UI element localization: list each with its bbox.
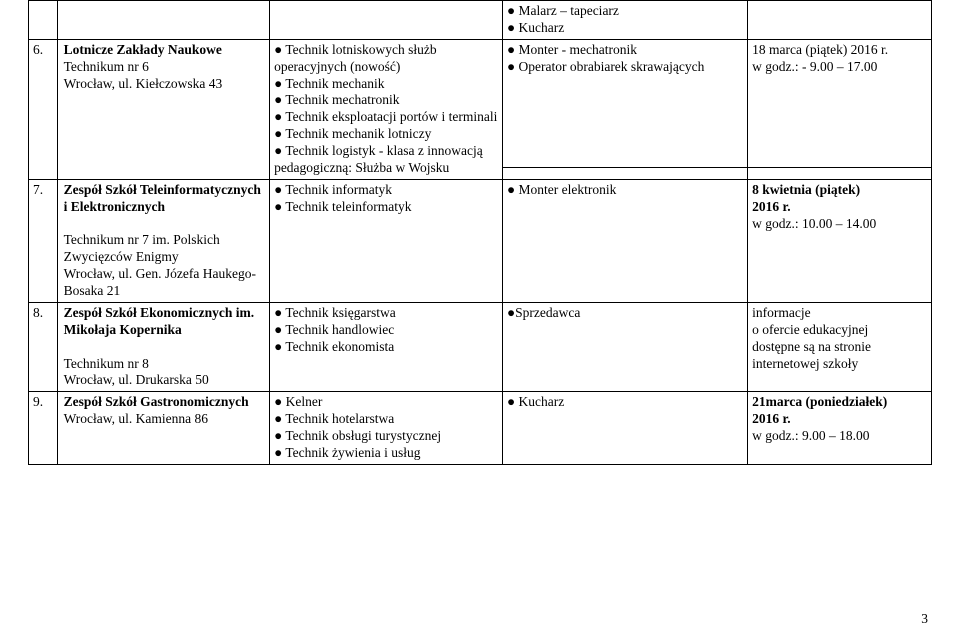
school-line: Technikum nr 6	[64, 59, 149, 74]
school-line: Wrocław, ul. Kamienna 86	[64, 411, 208, 426]
school-name: Lotnicze Zakłady Naukowe	[64, 42, 222, 57]
date-line: dostępne są na stronie	[752, 339, 871, 354]
list-item: Technik mechanik lotniczy	[274, 126, 498, 143]
table-row: 6. Lotnicze Zakłady Naukowe Technikum nr…	[29, 39, 932, 167]
cell-zaw: Monter elektronik	[502, 179, 747, 302]
cell-name: Zespół Szkół Ekonomicznych im. Mikołaja …	[57, 302, 269, 391]
cell-header-zaw: Malarz – tapeciarz Kucharz	[502, 1, 747, 40]
cell-tech: Technik lotniskowych służb operacyjnych …	[270, 39, 503, 179]
page-number: 3	[921, 611, 928, 627]
list-item: Technik lotniskowych służb operacyjnych …	[274, 42, 498, 76]
school-name: Zespół Szkół Teleinformatycznych i Elekt…	[64, 182, 261, 214]
cell-empty	[748, 1, 932, 40]
date-line: 8 kwietnia (piątek)	[752, 182, 860, 197]
list-item: Operator obrabiarek skrawających	[507, 59, 743, 76]
table-row: 9. Zespół Szkół Gastronomicznych Wrocław…	[29, 392, 932, 465]
cell-tech: Technik księgarstwa Technik handlowiec T…	[270, 302, 503, 391]
cell-date-empty	[748, 168, 932, 180]
list-item: Monter elektronik	[507, 182, 743, 199]
cell-date: informacje o ofercie edukacyjnej dostępn…	[748, 302, 932, 391]
cell-name: Lotnicze Zakłady Naukowe Technikum nr 6 …	[57, 39, 269, 167]
list-item: Kelner	[274, 394, 498, 411]
cell-num: 9.	[29, 392, 58, 465]
table-row: 7. Zespół Szkół Teleinformatycznych i El…	[29, 179, 932, 302]
list-item: Monter - mechatronik	[507, 42, 743, 59]
school-line: Wrocław, ul. Gen. Józefa Haukego-Bosaka …	[64, 266, 256, 298]
cell-zaw: Monter - mechatronik Operator obrabiarek…	[502, 39, 747, 167]
list-item: Technik logistyk - klasa z innowacją ped…	[274, 143, 498, 177]
school-line: Wrocław, ul. Drukarska 50	[64, 372, 209, 387]
date-line: 2016 r.	[752, 199, 791, 214]
list-item: Kucharz	[507, 20, 743, 37]
cell-date: 18 marca (piątek) 2016 r. w godz.: - 9.0…	[748, 39, 932, 167]
date-line: 2016 r.	[752, 411, 791, 426]
list-item: Technik teleinformatyk	[274, 199, 498, 216]
list-item: Technik ekonomista	[274, 339, 498, 356]
list-item: Technik informatyk	[274, 182, 498, 199]
date-line: w godz.: - 9.00 – 17.00	[752, 59, 877, 74]
cell-zaw: Kucharz	[502, 392, 747, 465]
list-item: Malarz – tapeciarz	[507, 3, 743, 20]
list-item: Technik księgarstwa	[274, 305, 498, 322]
school-line: Technikum nr 8	[64, 356, 149, 371]
date-line: 18 marca (piątek) 2016 r.	[752, 42, 888, 57]
date-line: internetowej szkoły	[752, 356, 858, 371]
date-line: informacje	[752, 305, 810, 320]
cell-tech: Kelner Technik hotelarstwa Technik obsłu…	[270, 392, 503, 465]
cell-empty	[270, 1, 503, 40]
date-line: 21marca (poniedziałek)	[752, 394, 887, 409]
cell-name: Zespół Szkół Gastronomicznych Wrocław, u…	[57, 392, 269, 465]
school-name: Zespół Szkół Ekonomicznych im. Mikołaja …	[64, 305, 255, 337]
list-item: Kucharz	[507, 394, 743, 411]
main-table: Malarz – tapeciarz Kucharz 6. Lotnicze Z…	[28, 0, 932, 465]
list-item: Technik żywienia i usług	[274, 445, 498, 462]
cell-empty	[29, 1, 58, 40]
cell-name: Zespół Szkół Teleinformatycznych i Elekt…	[57, 179, 269, 302]
list-item: Technik eksploatacji portów i terminali	[274, 109, 498, 126]
list-item: Technik handlowiec	[274, 322, 498, 339]
cell-tech: Technik informatyk Technik teleinformaty…	[270, 179, 503, 302]
cell-num: 8.	[29, 302, 58, 391]
school-name: Zespół Szkół Gastronomicznych	[64, 394, 249, 409]
table-row: 8. Zespół Szkół Ekonomicznych im. Mikoła…	[29, 302, 932, 391]
cell-name	[57, 168, 269, 180]
cell-num: 6.	[29, 39, 58, 179]
cell-num: 7.	[29, 179, 58, 302]
table-row: Malarz – tapeciarz Kucharz	[29, 1, 932, 40]
date-line: o ofercie edukacyjnej	[752, 322, 868, 337]
school-line: Technikum nr 7 im. Polskich Zwycięzców E…	[64, 232, 220, 264]
list-item: ●Sprzedawca	[507, 305, 580, 320]
list-item: Technik hotelarstwa	[274, 411, 498, 428]
cell-zaw-empty	[502, 168, 747, 180]
page-container: Malarz – tapeciarz Kucharz 6. Lotnicze Z…	[0, 0, 960, 633]
list-item: Technik obsługi turystycznej	[274, 428, 498, 445]
cell-zaw: ●Sprzedawca	[502, 302, 747, 391]
list-item: Technik mechanik	[274, 76, 498, 93]
date-line: w godz.: 10.00 – 14.00	[752, 216, 876, 231]
cell-empty	[57, 1, 269, 40]
school-line: Wrocław, ul. Kiełczowska 43	[64, 76, 223, 91]
cell-date: 8 kwietnia (piątek) 2016 r. w godz.: 10.…	[748, 179, 932, 302]
cell-date: 21marca (poniedziałek) 2016 r. w godz.: …	[748, 392, 932, 465]
date-line: w godz.: 9.00 – 18.00	[752, 428, 869, 443]
list-item: Technik mechatronik	[274, 92, 498, 109]
